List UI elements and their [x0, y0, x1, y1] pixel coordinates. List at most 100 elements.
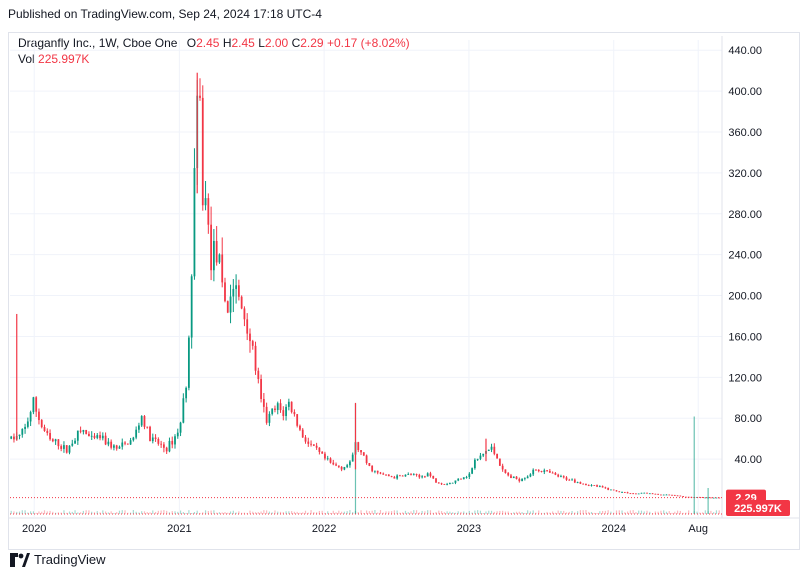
- candle-body: [88, 433, 90, 437]
- open-label: O: [186, 36, 197, 50]
- candle-body: [168, 440, 171, 452]
- volume-bar: [257, 512, 259, 514]
- volume-bar: [382, 512, 384, 514]
- candle-body: [457, 478, 460, 481]
- candle-body: [151, 437, 154, 442]
- candle-body: [412, 474, 415, 475]
- candle-body: [312, 444, 315, 446]
- volume-bar: [629, 510, 631, 514]
- volume-bar: [404, 510, 407, 514]
- volume-bar: [435, 512, 437, 514]
- volume-bar: [440, 511, 443, 514]
- volume-bar: [121, 510, 123, 514]
- candle-body: [585, 484, 587, 486]
- volume-bar: [185, 512, 187, 514]
- y-tick-label: 160.00: [728, 331, 762, 343]
- candle-body: [590, 485, 593, 486]
- volume-bar: [238, 511, 240, 514]
- candle-body: [38, 411, 40, 421]
- volume-bar: [74, 510, 76, 514]
- volume-bar: [510, 512, 512, 514]
- volume-bar: [649, 511, 651, 514]
- candle-body: [668, 494, 671, 496]
- candle-body: [437, 482, 440, 484]
- volume-bar: [346, 511, 348, 514]
- candle-body: [121, 442, 124, 447]
- volume-bar: [438, 510, 440, 514]
- candle-body: [571, 479, 573, 481]
- volume-bar: [565, 512, 568, 514]
- volume-bar: [213, 510, 215, 514]
- candle-body: [149, 426, 151, 442]
- candle-body: [426, 473, 429, 477]
- volume-bar: [224, 512, 226, 514]
- candle-body: [26, 421, 29, 427]
- candle-body: [496, 453, 498, 459]
- candle-body: [82, 430, 85, 432]
- candle-body: [301, 429, 304, 438]
- volume-bar: [602, 510, 604, 514]
- volume-bar: [216, 512, 218, 514]
- candle-body: [113, 445, 115, 448]
- candle-body: [49, 433, 51, 440]
- footer-brand[interactable]: TradingView: [10, 552, 106, 567]
- volume-bar: [710, 510, 712, 514]
- volume-bar: [582, 510, 584, 514]
- candle-body: [626, 492, 629, 494]
- x-tick-label: 2023: [457, 523, 481, 535]
- volume-bar: [604, 510, 606, 514]
- volume-bar: [329, 512, 332, 514]
- volume-bar: [241, 512, 243, 514]
- candle-body: [337, 465, 340, 467]
- candle-body: [207, 198, 210, 225]
- candle-body: [548, 470, 551, 473]
- volume-bar: [24, 510, 26, 514]
- volume-bar: [585, 510, 587, 514]
- candle-body: [387, 474, 390, 477]
- volume-bar: [182, 512, 184, 514]
- candle-body: [74, 440, 76, 444]
- volume-bar: [529, 511, 532, 514]
- volume-bar: [174, 511, 176, 514]
- candle-body: [201, 97, 204, 206]
- x-axis-labels: 2020 2021 2022 2023 2024 Aug: [22, 523, 708, 535]
- volume-label: Vol: [18, 52, 35, 66]
- candle-body: [429, 473, 432, 476]
- candle-body: [229, 296, 232, 313]
- volume-bar: [243, 512, 246, 514]
- volume-bar: [304, 510, 307, 514]
- x-tick-label: 2024: [601, 523, 625, 535]
- candle-body: [343, 467, 346, 470]
- volume-bar: [10, 510, 12, 514]
- volume-bar: [410, 511, 412, 514]
- volume-bar: [99, 512, 101, 514]
- volume-bar: [671, 512, 673, 514]
- candle-body: [440, 483, 443, 485]
- footer-brand-label: TradingView: [34, 552, 106, 567]
- volume-bar: [341, 511, 343, 514]
- candle-body: [224, 282, 226, 302]
- volume-bar: [30, 511, 32, 514]
- volume-bar: [124, 510, 126, 514]
- volume-bar: [374, 510, 376, 514]
- candle-body: [90, 435, 93, 437]
- symbol-label[interactable]: Draganfly Inc., 1W, Cboe One: [18, 36, 178, 50]
- candle-body: [632, 493, 635, 495]
- candle-body: [68, 445, 71, 453]
- volume-bar: [18, 511, 21, 514]
- candle-body: [257, 370, 260, 380]
- candle-body: [704, 497, 707, 499]
- volume-bar: [199, 512, 201, 514]
- volume-bar: [60, 512, 62, 514]
- candle-body: [226, 301, 229, 313]
- volume-bar: [515, 511, 518, 514]
- candle-body: [63, 445, 65, 449]
- volume-bar: [168, 512, 171, 514]
- candle-body: [321, 451, 324, 454]
- volume-bar: [613, 512, 615, 514]
- candle-body: [421, 476, 424, 478]
- candle-body: [579, 482, 582, 484]
- price-chart[interactable]: 40.00 80.00 120.00 160.00 200.00 240.00 280.00…: [0, 0, 804, 550]
- volume-bar: [393, 510, 395, 514]
- volume-bar: [91, 511, 93, 514]
